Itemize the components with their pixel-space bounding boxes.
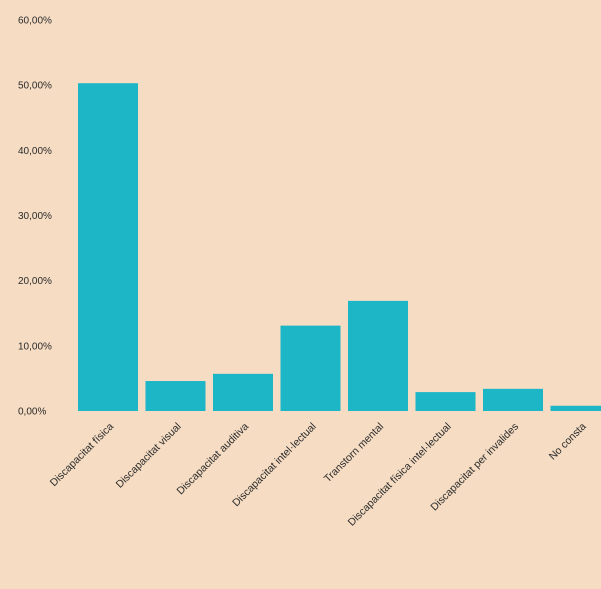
- y-tick-label: 60,00%: [18, 16, 52, 27]
- bar: [348, 300, 408, 411]
- y-tick-label: 20,00%: [18, 276, 52, 287]
- bar: [145, 381, 206, 411]
- y-tick-label: 10,00%: [18, 341, 52, 352]
- bar: [483, 388, 543, 411]
- bar: [415, 392, 476, 411]
- y-tick-label: 40,00%: [18, 146, 52, 157]
- bar: [550, 405, 601, 411]
- bars: [78, 83, 601, 411]
- bar: [280, 325, 341, 411]
- y-tick-label: 0,00%: [18, 407, 46, 418]
- y-axis: 0,00% 10,00% 20,00% 30,00% 40,00% 50,00% 60,00…: [18, 16, 52, 418]
- bar: [78, 83, 138, 411]
- y-tick-label: 30,00%: [18, 211, 52, 222]
- y-tick-label: 50,00%: [18, 81, 52, 92]
- bar: [213, 373, 273, 411]
